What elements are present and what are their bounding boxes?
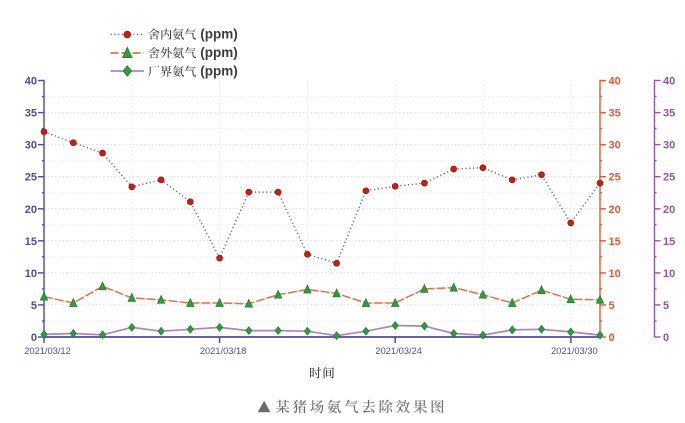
svg-text:35: 35 bbox=[609, 108, 621, 120]
svg-text:20: 20 bbox=[663, 204, 675, 216]
svg-text:30: 30 bbox=[663, 140, 675, 152]
svg-text:20: 20 bbox=[609, 204, 621, 216]
svg-text:2021/03/12: 2021/03/12 bbox=[24, 346, 71, 356]
svg-text:10: 10 bbox=[25, 268, 37, 280]
svg-text:40: 40 bbox=[609, 76, 621, 88]
svg-text:5: 5 bbox=[31, 300, 37, 312]
svg-text:0: 0 bbox=[663, 332, 669, 344]
svg-text:30: 30 bbox=[25, 140, 37, 152]
svg-text:25: 25 bbox=[609, 172, 621, 184]
svg-text:40: 40 bbox=[25, 76, 37, 88]
svg-text:(ppm): (ppm) bbox=[200, 45, 238, 60]
svg-text:25: 25 bbox=[25, 172, 37, 184]
svg-text:15: 15 bbox=[663, 236, 675, 248]
svg-text:15: 15 bbox=[25, 236, 37, 248]
svg-text:10: 10 bbox=[609, 268, 621, 280]
svg-text:40: 40 bbox=[663, 76, 675, 88]
svg-text:5: 5 bbox=[609, 300, 615, 312]
svg-text:35: 35 bbox=[25, 108, 37, 120]
svg-text:(ppm): (ppm) bbox=[200, 26, 238, 41]
svg-text:0: 0 bbox=[609, 332, 615, 344]
svg-text:(ppm): (ppm) bbox=[200, 64, 238, 79]
svg-text:35: 35 bbox=[663, 108, 675, 120]
svg-text:10: 10 bbox=[663, 268, 675, 280]
svg-text:5: 5 bbox=[663, 300, 669, 312]
svg-text:20: 20 bbox=[25, 204, 37, 216]
svg-text:2021/03/18: 2021/03/18 bbox=[200, 346, 247, 356]
svg-text:25: 25 bbox=[663, 172, 675, 184]
svg-text:2021/03/30: 2021/03/30 bbox=[551, 346, 598, 356]
svg-text:2021/03/24: 2021/03/24 bbox=[375, 346, 422, 356]
svg-text:15: 15 bbox=[609, 236, 621, 248]
svg-text:30: 30 bbox=[609, 140, 621, 152]
svg-text:0: 0 bbox=[31, 332, 37, 344]
